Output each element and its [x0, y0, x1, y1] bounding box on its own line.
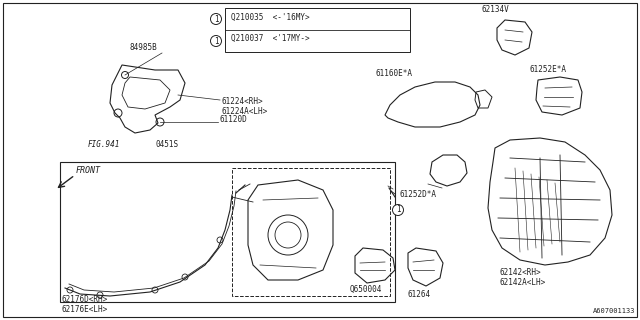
Text: 62134V: 62134V: [481, 5, 509, 14]
Text: 1: 1: [214, 36, 218, 45]
Text: 61224<RH>
61224A<LH>: 61224<RH> 61224A<LH>: [222, 97, 268, 116]
Text: A607001133: A607001133: [593, 308, 635, 314]
Text: 61264: 61264: [408, 290, 431, 299]
Text: 1: 1: [396, 205, 400, 214]
Circle shape: [211, 36, 221, 46]
Text: Q210037  <'17MY->: Q210037 <'17MY->: [231, 34, 310, 43]
Text: 62176D<RH>
62176E<LH>: 62176D<RH> 62176E<LH>: [62, 295, 108, 314]
Circle shape: [392, 204, 403, 215]
Text: 61252D*A: 61252D*A: [400, 190, 437, 199]
Text: Q210035  <-'16MY>: Q210035 <-'16MY>: [231, 13, 310, 22]
Text: 62142<RH>
62142A<LH>: 62142<RH> 62142A<LH>: [500, 268, 547, 287]
Circle shape: [211, 13, 221, 25]
Text: FRONT: FRONT: [76, 166, 101, 175]
Text: 61252E*A: 61252E*A: [530, 65, 567, 74]
Text: FIG.941: FIG.941: [88, 140, 120, 149]
Text: Q650004: Q650004: [350, 285, 382, 294]
Bar: [232, 168, 390, 296]
Bar: [225, 8, 410, 52]
Text: 61120D: 61120D: [220, 116, 248, 124]
Text: 61160E*A: 61160E*A: [375, 69, 412, 78]
Text: 84985B: 84985B: [130, 43, 157, 52]
Text: 0451S: 0451S: [155, 140, 178, 149]
Bar: [60, 162, 395, 302]
Text: 1: 1: [214, 14, 218, 23]
